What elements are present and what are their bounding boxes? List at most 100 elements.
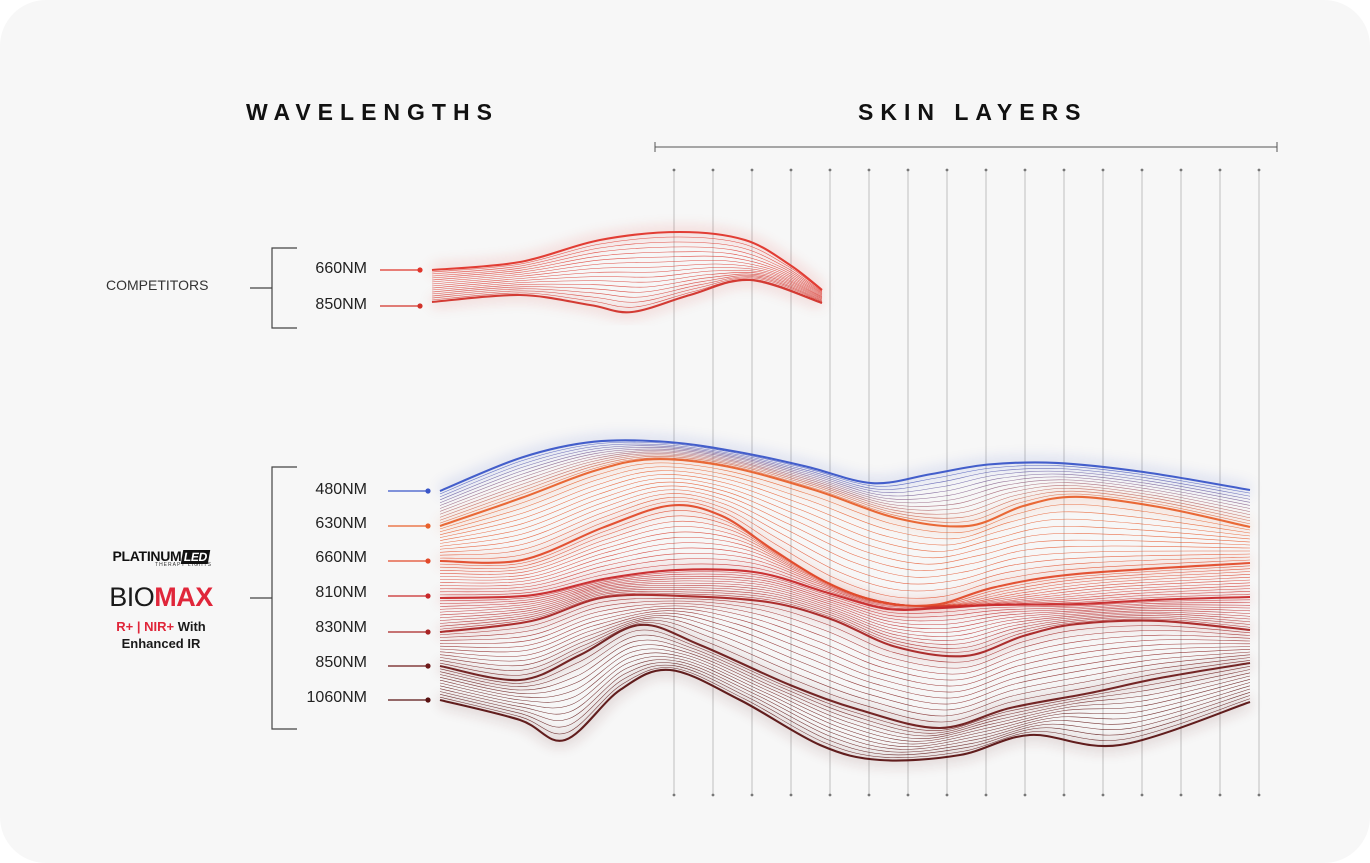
competitor-wave-main-curve (431, 230, 823, 291)
led-logo-mark: LED (181, 550, 211, 564)
competitor-wave-strand (431, 277, 823, 303)
biomax-wave-strand (439, 466, 1251, 540)
skin-layers-heading: SKIN LAYERS (858, 99, 1088, 125)
competitors-label: COMPETITORS (106, 277, 209, 293)
skin-layer-dot-bottom (984, 793, 988, 797)
competitors-bracket (250, 247, 297, 329)
competitor-wave-strand (431, 241, 823, 292)
biomax-wave-strand (439, 497, 1251, 592)
biomax-wave-strand (439, 598, 1251, 663)
biomax-wave-strand (439, 610, 1251, 693)
competitor-wavelength-850: 850NM (315, 296, 367, 313)
skin-layer-dot-top (945, 168, 949, 172)
biomax-wavelength-830: 830NM (315, 619, 367, 636)
biomax-connector-dot (425, 488, 431, 494)
biomax-wave-strand (439, 448, 1251, 506)
skin-layer-dot-top (1218, 168, 1222, 172)
biomax-bio-text: BIO (109, 582, 155, 612)
competitor-connector-dot (417, 303, 423, 309)
biomax-wave-strand (439, 580, 1251, 629)
competitor-wave-strand (431, 269, 823, 298)
biomax-wave-strand (439, 563, 1251, 609)
biomax-connector-dot (425, 697, 431, 703)
skin-layer-dot-bottom (1179, 793, 1183, 797)
biomax-wave-strand (439, 600, 1251, 669)
biomax-wave-strand (439, 445, 1251, 501)
skin-layer-dot-top (867, 168, 871, 172)
skin-layer-dot-top (1023, 168, 1027, 172)
biomax-wave-strand (439, 585, 1251, 637)
biomax-wave-strand (439, 615, 1251, 705)
biomax-wave-strand (439, 617, 1251, 711)
biomax-wave-strand (439, 443, 1251, 498)
competitor-wave-strand (431, 276, 823, 301)
skin-layer-dot-top (1140, 168, 1144, 172)
skin-layer-dot-top (1101, 168, 1105, 172)
tagline-with: With (174, 619, 206, 634)
biomax-wave-strand (439, 652, 1251, 745)
skin-layer-dot-top (828, 168, 832, 172)
competitor-wave-strand (431, 273, 823, 300)
competitor-wavelength-660: 660NM (315, 260, 367, 277)
competitor-wave-strand (431, 255, 823, 295)
biomax-wave-strand (439, 474, 1251, 552)
skin-layers-bracket (654, 142, 1278, 152)
biomax-wave-main-curve (439, 458, 1251, 529)
biomax-wave-strand (439, 481, 1251, 565)
biomax-wave-strand (439, 456, 1251, 522)
biomax-wave-strand (439, 664, 1251, 756)
biomax-wave-strand (439, 582, 1251, 633)
therapy-lights-text: THERAPY LIGHTS (155, 562, 212, 568)
biomax-wave-bundle (438, 435, 1252, 766)
competitor-wave-main-curve (431, 278, 823, 314)
biomax-wave-strand (439, 656, 1251, 747)
competitor-wave-strand (431, 272, 823, 299)
competitor-wave-strand (431, 259, 823, 296)
biomax-wave-strand (439, 493, 1251, 585)
wavelength-connectors (380, 267, 431, 703)
skin-layer-dot-top (1179, 168, 1183, 172)
biomax-wave-strand (439, 558, 1251, 608)
biomax-wave-strand (439, 592, 1251, 653)
competitor-wave-strand (431, 267, 823, 297)
biomax-wavelength-480: 480NM (315, 481, 367, 498)
tagline-red-part: R+ | NIR+ (116, 619, 175, 634)
biomax-wave-strand (439, 612, 1251, 699)
biomax-wave-strand (439, 659, 1251, 750)
biomax-wave-strand (439, 485, 1251, 571)
skin-layer-dot-bottom (1101, 793, 1105, 797)
skin-layer-dot-bottom (672, 793, 676, 797)
competitor-wave-strand (431, 278, 823, 308)
competitor-wave-strand (431, 275, 823, 301)
skin-layer-dot-top (711, 168, 715, 172)
skin-layer-dot-bottom (906, 793, 910, 797)
skin-layer-dot-top (906, 168, 910, 172)
biomax-wave-strand (439, 500, 1251, 599)
biomax-wave-strand (439, 542, 1251, 607)
biomax-wave-strand (439, 453, 1251, 515)
skin-layer-dot-bottom (711, 793, 715, 797)
skin-layer-dot-bottom (789, 793, 793, 797)
biomax-wavelength-1060: 1060NM (306, 689, 367, 706)
biomax-tagline: R+ | NIR+ With (94, 619, 228, 634)
biomax-wavelength-660: 660NM (315, 549, 367, 566)
skin-layer-lines (672, 168, 1261, 797)
skin-layer-dot-bottom (1062, 793, 1066, 797)
biomax-wave-strand (439, 573, 1251, 618)
biomax-wave-strand (439, 639, 1251, 737)
biomax-wave-main-curve (439, 623, 1251, 730)
biomax-wave-main-curve (439, 439, 1251, 492)
biomax-max-text: MAX (154, 582, 213, 612)
biomax-wave-main-curve (439, 568, 1251, 611)
skin-layer-dot-bottom (867, 793, 871, 797)
biomax-wave-strand (439, 553, 1251, 608)
biomax-wave-strand (439, 454, 1251, 519)
biomax-wave-strand (439, 462, 1251, 533)
wavelengths-heading: WAVELENGTHS (246, 99, 499, 125)
competitor-wave-bundle (431, 226, 826, 318)
biomax-wave-strand (439, 576, 1251, 622)
skin-layer-dot-top (1257, 168, 1261, 172)
biomax-wave-strand (439, 571, 1251, 614)
biomax-wave-strand (439, 622, 1251, 723)
biomax-wave-strand (439, 478, 1251, 559)
